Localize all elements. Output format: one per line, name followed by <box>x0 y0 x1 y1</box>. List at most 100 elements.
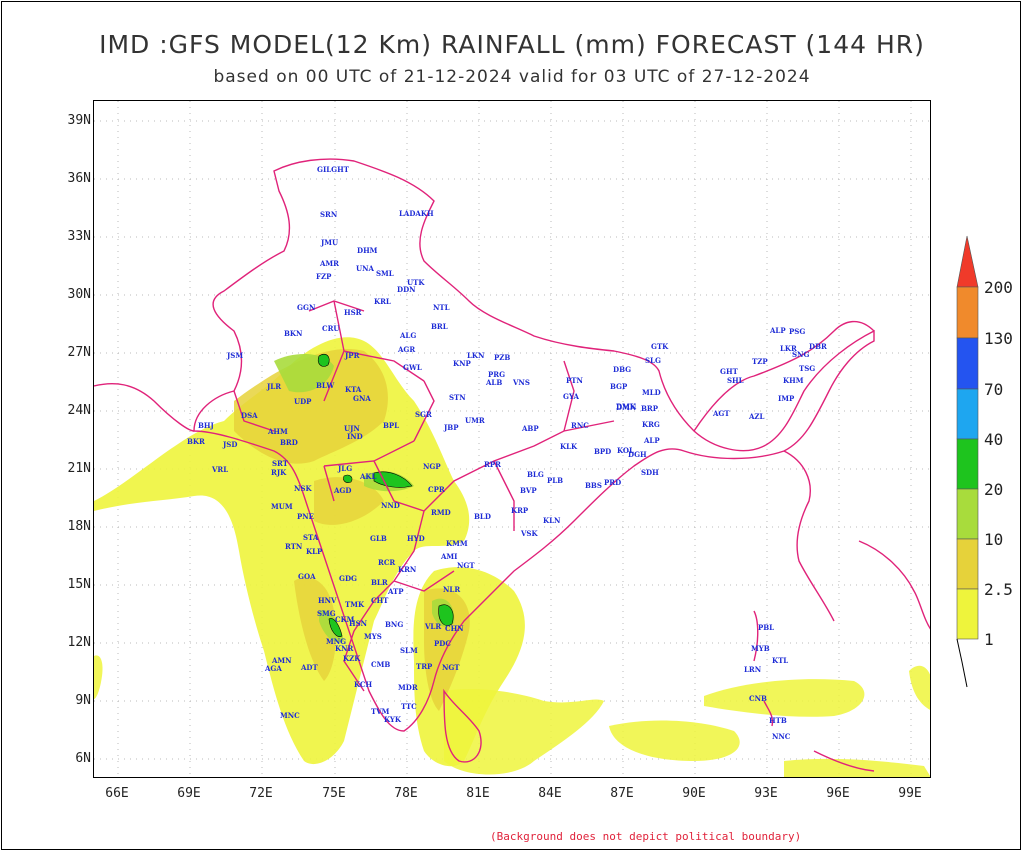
station-label: BBS <box>585 481 602 490</box>
station-label: CRU <box>322 324 340 333</box>
station-label: SHL <box>727 376 744 385</box>
station-label: KNR <box>335 644 353 653</box>
station-label: KRN <box>398 565 417 574</box>
station-label: BNG <box>385 620 403 629</box>
lon-tick-label: 93E <box>754 786 778 801</box>
lat-tick-label: 12N <box>67 635 91 650</box>
station-label: BLD <box>474 512 491 521</box>
station-label: SRT <box>272 459 289 468</box>
station-label: LKR <box>780 344 797 353</box>
station-label: NLR <box>443 585 460 594</box>
station-label: SML <box>376 269 394 278</box>
station-label: KNP <box>453 359 471 368</box>
colorbar-label: 130 <box>984 329 1013 348</box>
station-label: DBG <box>613 365 631 374</box>
lon-tick-label: 87E <box>610 786 634 801</box>
station-label: DHM <box>357 246 378 255</box>
lat-tick-label: 36N <box>67 171 91 186</box>
station-label: DGH <box>628 450 647 459</box>
lat-tick-label: 33N <box>67 229 91 244</box>
station-label: VLR <box>424 622 441 631</box>
station-label: SRN <box>320 210 338 219</box>
station-label: SLM <box>400 646 418 655</box>
station-label: GILGHT <box>317 165 350 174</box>
station-label: PRG <box>488 370 505 379</box>
station-label: BVP <box>520 486 537 495</box>
lon-tick-label: 66E <box>105 786 129 801</box>
station-label: JLG <box>337 464 352 473</box>
station-label: RCR <box>378 558 395 567</box>
lat-tick-label: 27N <box>67 345 91 360</box>
station-label: NGT <box>442 663 460 672</box>
station-label: DBR <box>809 342 827 351</box>
station-label: TTC <box>401 702 417 711</box>
lat-tick-label: 30N <box>67 287 91 302</box>
colorbar-swatch-70 <box>956 337 979 390</box>
station-label: RTN <box>285 542 303 551</box>
colorbar-swatch-2-5 <box>956 538 979 590</box>
station-label: NSK <box>294 484 312 493</box>
station-labels: GILGHT SRN LADAKH JMU DHM AMR UNA SML FZ… <box>187 165 827 741</box>
station-label: JPR <box>344 351 360 360</box>
station-label: SGR <box>415 410 432 419</box>
station-label: VRL <box>211 465 228 474</box>
station-label: MYB <box>751 644 770 653</box>
station-label: BHJ <box>198 421 215 430</box>
station-label: BKR <box>187 437 205 446</box>
station-label: DDN <box>397 285 416 294</box>
station-label: JBP <box>443 423 459 432</box>
colorbar-label: 20 <box>984 480 1004 499</box>
colorbar-swatch-1 <box>956 588 979 640</box>
lon-tick-label: 81E <box>466 786 490 801</box>
station-label: GLB <box>370 534 387 543</box>
station-label: GTK <box>651 342 669 351</box>
station-label: LADAKH <box>399 209 434 218</box>
boundary-disclaimer: (Background does not depict political bo… <box>490 830 802 843</box>
station-label: UDP <box>294 397 312 406</box>
station-label: KMM <box>446 539 468 548</box>
station-label: MNG <box>326 637 346 646</box>
station-label: BGP <box>610 382 628 391</box>
map-plot-area[interactable]: GILGHT SRN LADAKH JMU DHM AMR UNA SML FZ… <box>93 100 931 778</box>
colorbar-label: 2.5 <box>984 580 1013 599</box>
station-label: MYS <box>364 632 382 641</box>
station-label: BLW <box>316 381 334 390</box>
colorbar-swatch-40 <box>956 388 979 440</box>
station-label: IND <box>347 432 363 441</box>
station-label: HSR <box>344 308 362 317</box>
station-label: GGN <box>297 303 316 312</box>
station-label: AGR <box>397 345 415 354</box>
station-label: KLK <box>560 442 578 451</box>
colorbar-swatch-200 <box>956 235 979 288</box>
station-label: KCH <box>354 680 372 689</box>
lat-tick-label: 18N <box>67 519 91 534</box>
station-label: LRN <box>744 665 762 674</box>
station-label: KTA <box>345 385 362 394</box>
station-label: BLR <box>371 578 388 587</box>
station-label: AGA <box>264 664 282 673</box>
station-label: HTB <box>769 716 787 725</box>
lon-tick-label: 84E <box>538 786 562 801</box>
station-label: RNC <box>571 421 589 430</box>
lon-tick-label: 96E <box>826 786 850 801</box>
station-label: NTL <box>433 303 450 312</box>
station-label: PTN <box>566 376 583 385</box>
lat-tick-label: 9N <box>75 693 91 708</box>
station-label: AGD <box>333 486 351 495</box>
station-label: AMI <box>440 552 457 561</box>
station-label: UNA <box>356 264 375 273</box>
station-label: ABP <box>521 424 539 433</box>
lat-tick-label: 24N <box>67 403 91 418</box>
station-label: DMN <box>616 403 637 412</box>
station-label: KZK <box>343 654 361 663</box>
station-label: BPD <box>594 447 611 456</box>
station-label: KLN <box>543 516 561 525</box>
station-label: KRL <box>374 297 391 306</box>
station-label: BPL <box>383 421 399 430</box>
station-label: SMG <box>317 609 336 618</box>
station-label: CMB <box>371 660 390 669</box>
station-label: ADT <box>300 663 319 672</box>
station-label: TSG <box>799 364 815 373</box>
map-title: IMD :GFS MODEL(12 Km) RAINFALL (mm) FORE… <box>99 30 925 59</box>
